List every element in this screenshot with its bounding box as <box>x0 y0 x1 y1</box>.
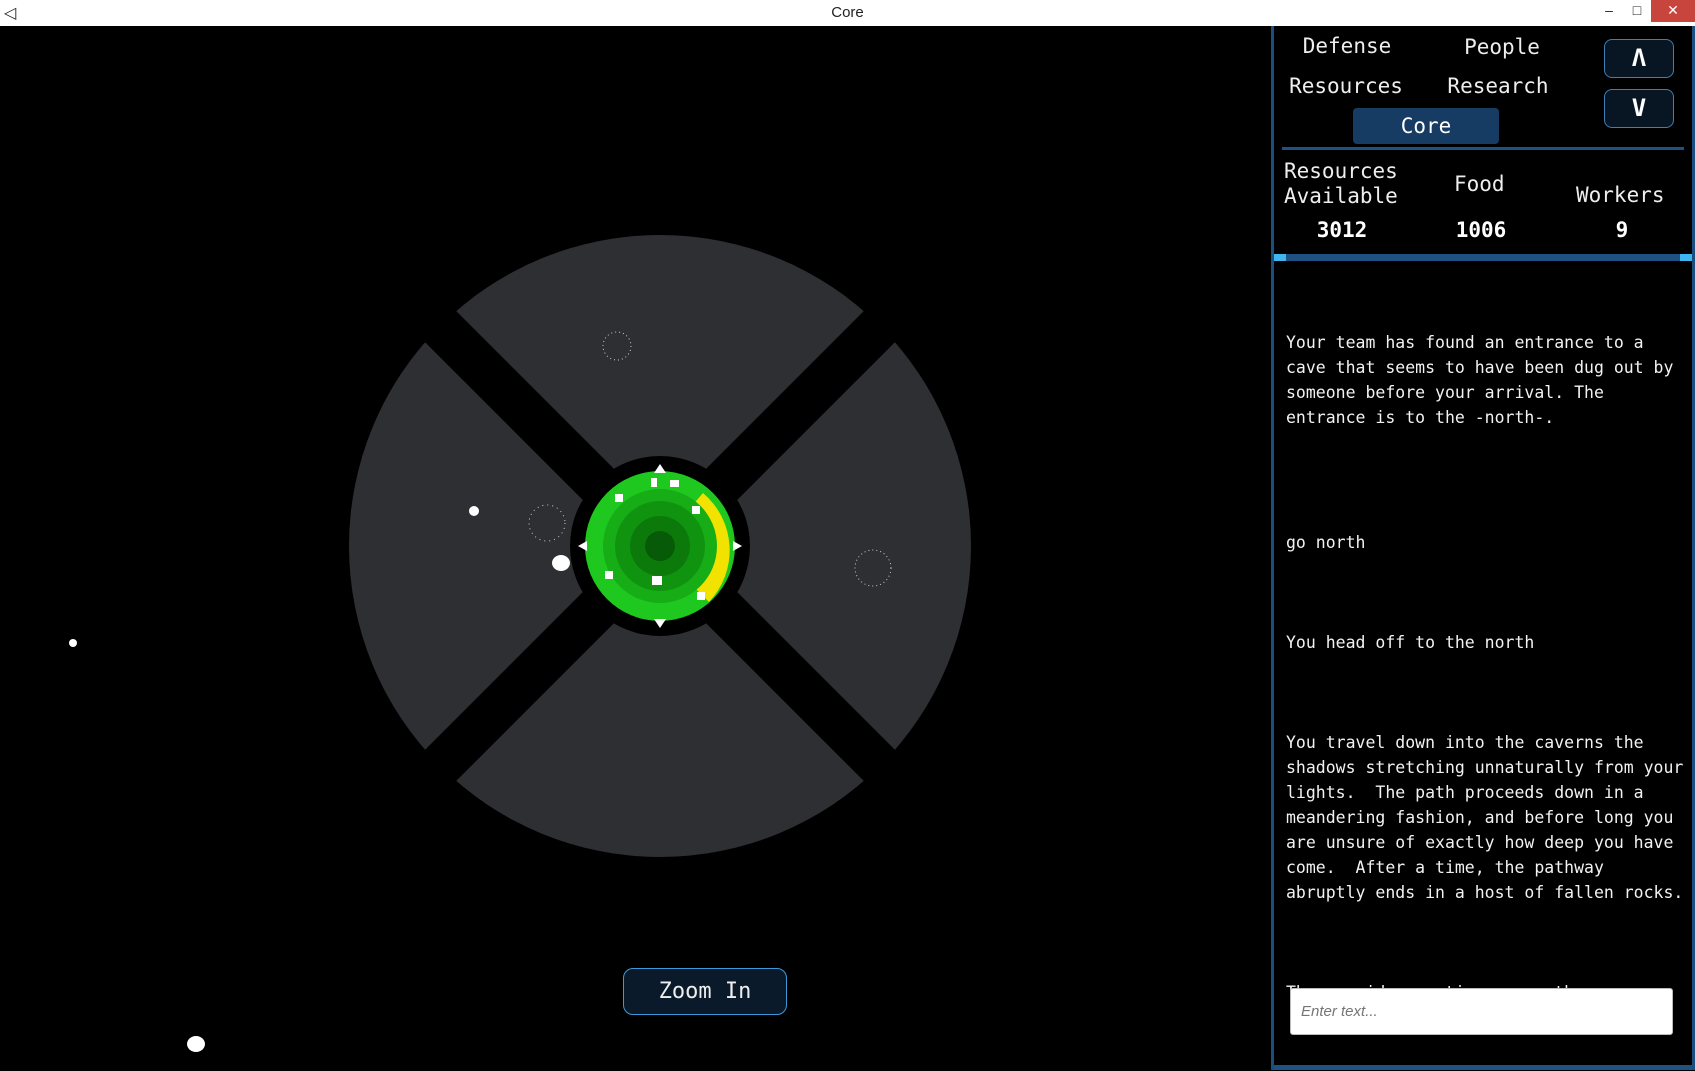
story-log[interactable]: Your team has found an entrance to a cav… <box>1286 280 1686 1055</box>
app-icon: ◁ <box>4 5 17 22</box>
side-panel: Defense People Resources Research Core Λ… <box>1271 26 1695 1070</box>
scroll-down-button[interactable]: V <box>1604 89 1674 128</box>
log-entry: You travel down into the caverns the sha… <box>1286 733 1694 902</box>
divider <box>1282 147 1684 150</box>
tab-people[interactable]: People <box>1464 35 1540 59</box>
workers-value: 9 <box>1615 218 1629 242</box>
close-button[interactable]: ✕ <box>1651 0 1695 22</box>
base-map[interactable] <box>3 26 1271 1067</box>
log-entry: Your team has found an entrance to a cav… <box>1286 333 1684 427</box>
workers-label: Workers <box>1576 183 1665 207</box>
tab-resources[interactable]: Resources <box>1289 74 1403 98</box>
scroll-up-button[interactable]: Λ <box>1604 39 1674 78</box>
log-command: go north <box>1286 533 1366 552</box>
core-progress-arc <box>691 493 730 602</box>
tab-research[interactable]: Research <box>1447 74 1549 98</box>
title-bar: ◁ Core – □ ✕ <box>0 0 1695 26</box>
resources-value: 3012 <box>1316 218 1368 242</box>
zoom-in-button[interactable]: Zoom In <box>623 968 787 1015</box>
food-value: 1006 <box>1455 218 1507 242</box>
panel-bottom-bar <box>1274 1065 1692 1070</box>
food-label: Food <box>1454 172 1505 196</box>
minimize-button[interactable]: – <box>1605 2 1613 18</box>
core-markers <box>578 464 742 628</box>
log-entry: You head off to the north <box>1286 633 1535 652</box>
maximize-button[interactable]: □ <box>1632 2 1642 18</box>
tab-defense[interactable]: Defense <box>1302 34 1392 58</box>
window-title: Core <box>831 4 864 21</box>
debris <box>69 331 892 1052</box>
resources-available-label: Resources Available <box>1284 159 1398 208</box>
command-input[interactable] <box>1290 988 1673 1035</box>
panel-separator <box>1274 254 1692 261</box>
game-view[interactable]: Zoom In <box>3 26 1271 1067</box>
tab-core[interactable]: Core <box>1353 108 1499 144</box>
